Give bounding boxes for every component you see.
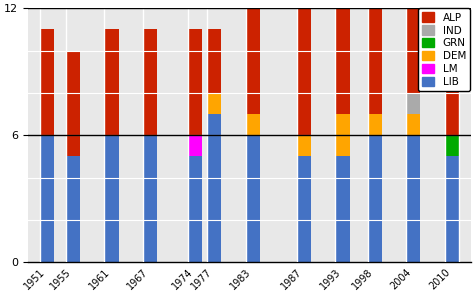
Bar xyxy=(335,157,350,262)
Bar xyxy=(40,135,54,262)
Bar xyxy=(335,8,350,114)
Bar xyxy=(445,135,459,157)
Bar xyxy=(104,135,118,262)
Legend: ALP, IND, GRN, DEM, LM, LIB: ALP, IND, GRN, DEM, LM, LIB xyxy=(418,8,470,91)
Bar xyxy=(406,93,420,114)
Bar xyxy=(66,157,80,262)
Bar xyxy=(246,8,260,114)
Bar xyxy=(368,135,381,262)
Bar xyxy=(188,157,202,262)
Bar xyxy=(406,135,420,262)
Bar xyxy=(335,114,350,157)
Bar xyxy=(406,8,420,93)
Bar xyxy=(40,29,54,135)
Bar xyxy=(246,135,260,262)
Bar xyxy=(188,29,202,135)
Bar xyxy=(368,114,381,135)
Bar xyxy=(143,29,157,135)
Bar xyxy=(368,8,381,114)
Bar xyxy=(207,114,221,262)
Bar xyxy=(246,114,260,135)
Bar xyxy=(297,135,311,157)
Bar xyxy=(104,29,118,135)
Bar xyxy=(445,8,459,135)
Bar xyxy=(66,51,80,157)
Bar xyxy=(445,157,459,262)
Bar xyxy=(207,93,221,114)
Bar xyxy=(406,114,420,135)
Bar xyxy=(188,135,202,157)
Bar xyxy=(297,157,311,262)
Bar xyxy=(207,29,221,93)
Bar xyxy=(143,135,157,262)
Bar xyxy=(297,8,311,135)
